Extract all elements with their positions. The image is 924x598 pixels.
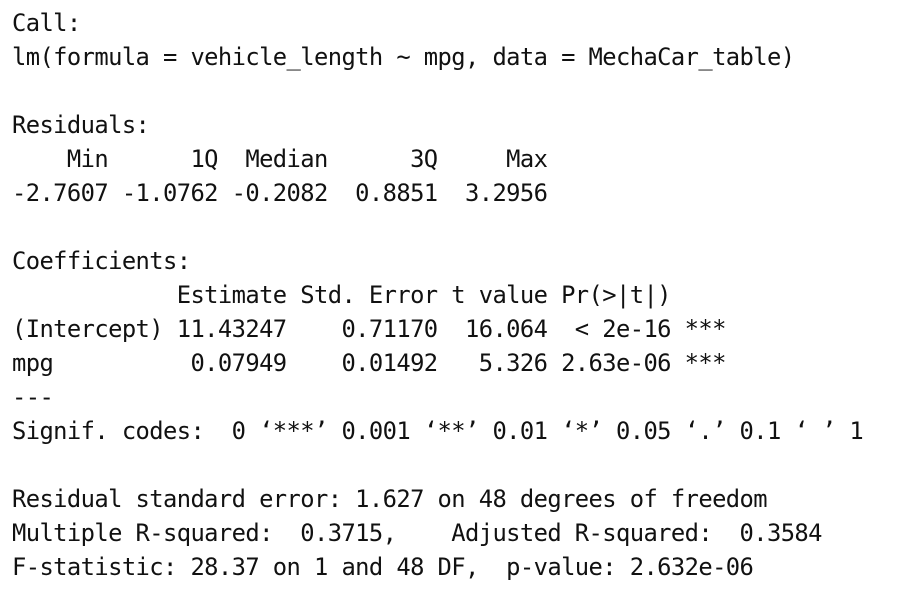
f-statistic: F-statistic: 28.37 on 1 and 48 DF, p-val… [12,553,754,581]
residuals-values: -2.7607 -1.0762 -0.2082 0.8851 3.2956 [12,179,562,207]
separator: --- [12,383,54,411]
blank-line [12,448,920,482]
blank-line [12,210,920,244]
signif-codes: Signif. codes: 0 ‘***’ 0.001 ‘**’ 0.01 ‘… [12,417,864,445]
r-squared: Multiple R-squared: 0.3715, Adjusted R-s… [12,519,836,547]
coefficients-row-intercept: (Intercept) 11.43247 0.71170 16.064 < 2e… [12,315,726,343]
call-formula: lm(formula = vehicle_length ~ mpg, data … [12,43,795,71]
coefficients-header: Coefficients: [12,247,191,275]
coefficients-column-headers: Estimate Std. Error t value Pr(>|t|) [12,281,726,309]
residuals-header: Residuals: [12,111,150,139]
blank-line [12,74,920,108]
coefficients-row-mpg: mpg 0.07949 0.01492 5.326 2.63e-06 *** [12,349,726,377]
residuals-labels: Min 1Q Median 3Q Max [12,145,562,173]
residual-standard-error: Residual standard error: 1.627 on 48 deg… [12,485,768,513]
call-header: Call: [12,9,81,37]
r-console-output: Call: lm(formula = vehicle_length ~ mpg,… [12,6,920,584]
